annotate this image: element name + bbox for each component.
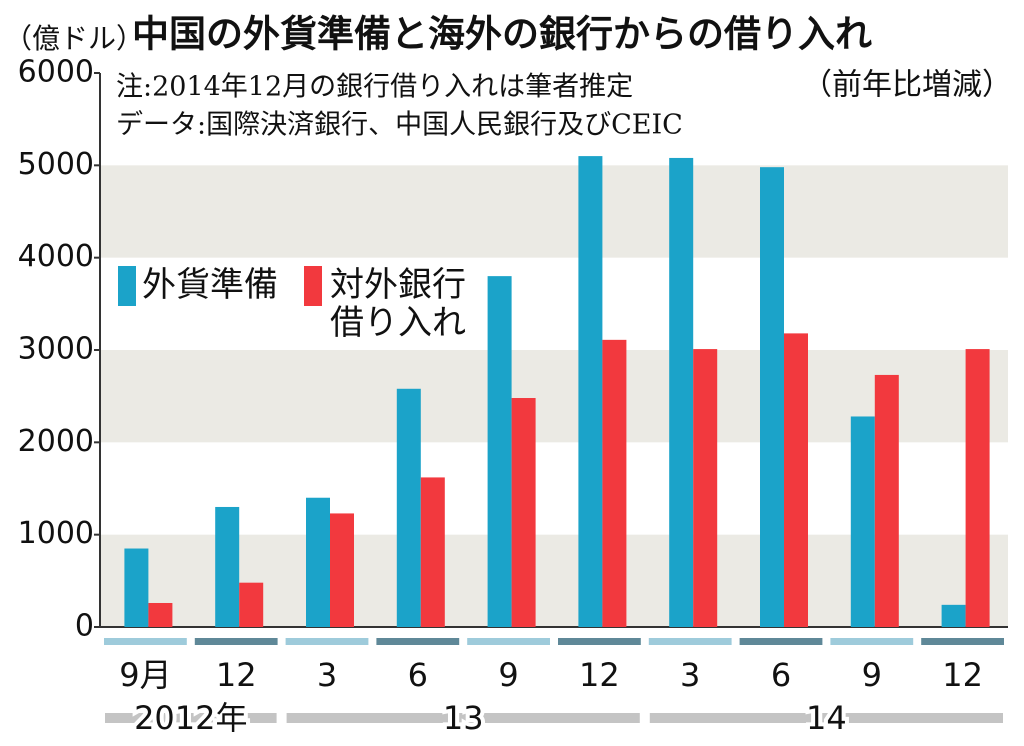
year-bar: [105, 713, 277, 723]
legend-swatch: [118, 266, 136, 306]
x-tick-label: 3: [317, 656, 337, 694]
axis-segment: [830, 638, 914, 645]
bar: [578, 156, 603, 627]
axis-segment: [467, 638, 550, 645]
x-tick-label: 12: [579, 656, 620, 694]
axis-segment: [648, 638, 732, 645]
x-tick-label: 3: [680, 656, 700, 694]
y-tick-label: 2000: [18, 424, 94, 459]
chart-title: 中国の外貨準備と海外の銀行からの借り入れ: [132, 13, 872, 56]
plot: 0 1000 2000 3000 4000 5000 6000 9月 12 3 6 9 12 3 6 9 12 2…: [18, 55, 1008, 741]
x-tick-label: 6: [408, 656, 428, 694]
bar: [487, 276, 512, 627]
legend-swatch: [304, 266, 322, 306]
bar: [850, 416, 875, 627]
year-label: 2012年: [134, 699, 247, 737]
note: データ:国際決済銀行、中国人民銀行及びCEIC: [116, 110, 683, 141]
axis-segment: [376, 638, 460, 645]
bar: [784, 333, 808, 627]
y-tick-label: 3000: [18, 332, 94, 367]
x-tick-label: 12: [216, 656, 257, 694]
y-tick-label: 5000: [18, 147, 94, 182]
y-tick-label: 6000: [18, 55, 94, 90]
x-tick-label: 6: [771, 656, 791, 694]
unit: （億ドル）: [4, 22, 144, 55]
bar: [420, 477, 445, 627]
axis-segment: [104, 638, 187, 645]
axis-segment: [558, 638, 641, 645]
bar: [511, 398, 536, 627]
axis-segment: [921, 638, 1004, 645]
y-tick-label: 4000: [18, 239, 94, 274]
x-tick-label: 9: [498, 656, 518, 694]
bar: [330, 513, 354, 627]
year-bar: [286, 713, 640, 723]
bar: [965, 349, 990, 627]
bar: [215, 506, 240, 627]
bar: [874, 374, 899, 627]
bar: [239, 582, 264, 627]
bar: [941, 604, 966, 627]
bar: [124, 548, 149, 627]
year-label: 14: [806, 699, 847, 737]
note: 注:2014年12月の銀行借り入れは筆者推定: [116, 72, 633, 103]
bar: [693, 349, 718, 627]
bar: [602, 339, 627, 627]
legend-label: 外貨準備: [142, 265, 278, 305]
x-tick-label: 9月: [119, 656, 171, 694]
x-tick-label: 12: [942, 656, 983, 694]
x-tick-label: 9: [862, 656, 882, 694]
bar: [760, 167, 784, 627]
legend-label: 対外銀行借り入れ: [330, 265, 466, 343]
axis-segment: [194, 638, 278, 645]
y-tick-label: 0: [75, 609, 94, 644]
year-bar: [649, 713, 1003, 723]
subtitle: （前年比増減）: [802, 68, 1012, 103]
year-label: 13: [443, 699, 484, 737]
bar: [148, 602, 173, 627]
bar: [669, 157, 694, 628]
axis-segment: [739, 638, 823, 645]
y-tick-label: 1000: [18, 516, 94, 551]
bar: [306, 497, 330, 627]
grid-band: [100, 165, 1008, 258]
axis-segment: [285, 638, 369, 645]
bar: [396, 388, 421, 627]
